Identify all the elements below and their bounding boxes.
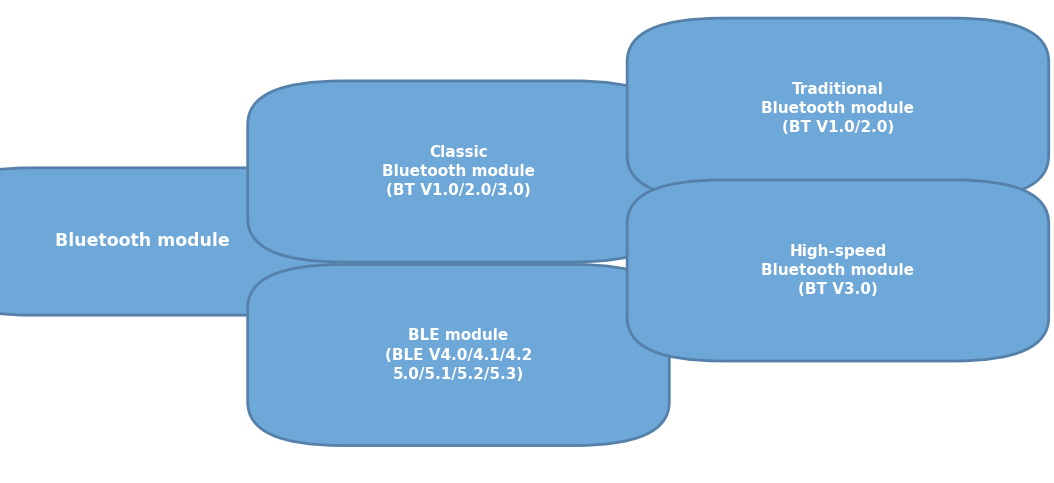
FancyBboxPatch shape [627,180,1049,361]
Text: Traditional
Bluetooth module
(BT V1.0/2.0): Traditional Bluetooth module (BT V1.0/2.… [761,82,915,135]
FancyBboxPatch shape [248,81,669,262]
FancyBboxPatch shape [248,264,669,445]
FancyBboxPatch shape [627,18,1049,199]
Text: Classic
Bluetooth module
(BT V1.0/2.0/3.0): Classic Bluetooth module (BT V1.0/2.0/3.… [382,145,535,198]
Text: High-speed
Bluetooth module
(BT V3.0): High-speed Bluetooth module (BT V3.0) [761,244,915,297]
FancyBboxPatch shape [0,168,335,315]
Text: BLE module
(BLE V4.0/4.1/4.2
5.0/5.1/5.2/5.3): BLE module (BLE V4.0/4.1/4.2 5.0/5.1/5.2… [385,328,532,382]
Text: Bluetooth module: Bluetooth module [55,232,230,251]
